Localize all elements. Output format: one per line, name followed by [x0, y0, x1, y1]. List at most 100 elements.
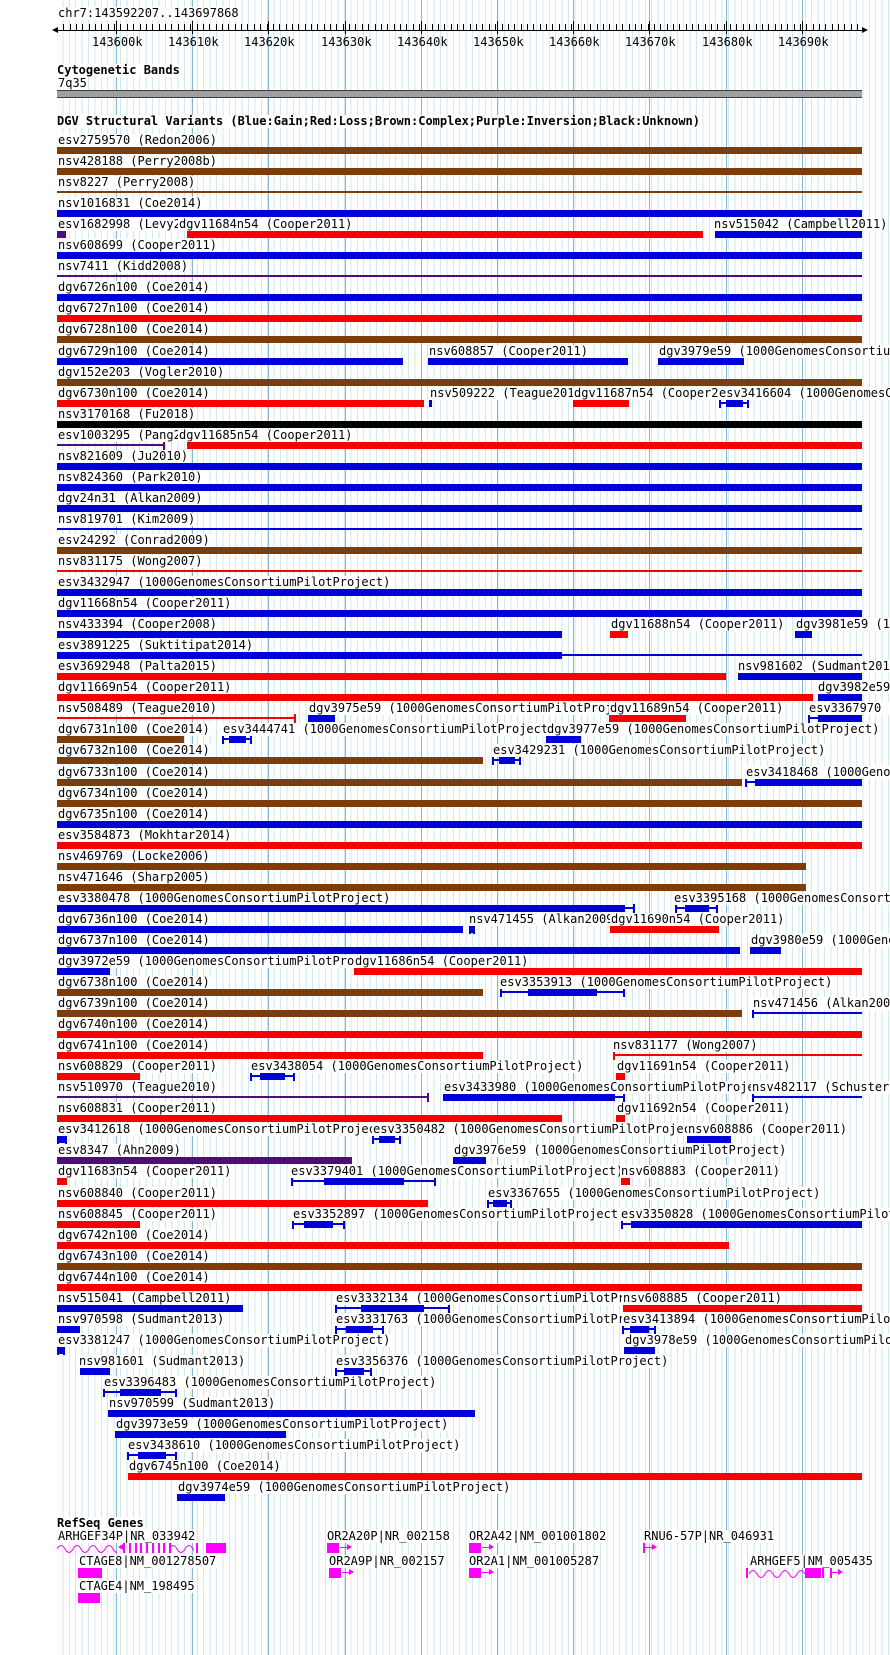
- variant-bar[interactable]: [621, 1178, 630, 1185]
- variant-bar[interactable]: [616, 1073, 625, 1080]
- variant-bar[interactable]: [57, 694, 813, 701]
- variant-bar[interactable]: [57, 1326, 80, 1333]
- variant-bar[interactable]: [57, 252, 862, 259]
- variant-bar[interactable]: [57, 484, 862, 491]
- variant-bar[interactable]: [379, 1136, 395, 1143]
- gene-exon-tick[interactable]: [123, 1543, 125, 1553]
- variant-bar[interactable]: [471, 926, 474, 933]
- gene-exon-tick[interactable]: [146, 1543, 148, 1553]
- variant-bar[interactable]: [610, 926, 719, 933]
- variant-bar[interactable]: [57, 168, 862, 175]
- variant-bar[interactable]: [57, 779, 742, 786]
- variant-bar[interactable]: [138, 1452, 166, 1459]
- variant-bar[interactable]: [57, 1221, 140, 1228]
- gene-exon-tick[interactable]: [196, 1543, 198, 1553]
- variant-bar[interactable]: [57, 673, 726, 680]
- variant-bar[interactable]: [115, 1431, 286, 1438]
- gene-exon-box[interactable]: [329, 1568, 341, 1578]
- variant-line[interactable]: [57, 528, 862, 530]
- variant-line[interactable]: [752, 1096, 862, 1098]
- variant-bar[interactable]: [57, 1305, 243, 1312]
- gene-exon-tick[interactable]: [129, 1543, 131, 1553]
- variant-line[interactable]: [615, 1096, 625, 1098]
- variant-bar[interactable]: [260, 1073, 285, 1080]
- variant-bar[interactable]: [443, 1094, 615, 1101]
- variant-bar[interactable]: [128, 1473, 862, 1480]
- variant-bar[interactable]: [344, 1368, 364, 1375]
- variant-bar[interactable]: [187, 231, 703, 238]
- variant-bar[interactable]: [795, 631, 812, 638]
- variant-line[interactable]: [57, 1096, 429, 1098]
- variant-bar[interactable]: [57, 400, 424, 407]
- variant-bar[interactable]: [57, 842, 862, 849]
- variant-line[interactable]: [752, 1012, 862, 1014]
- gene-exon-box[interactable]: [207, 1543, 226, 1553]
- variant-bar[interactable]: [57, 905, 625, 912]
- variant-bar[interactable]: [630, 1326, 649, 1333]
- gene-exon-box[interactable]: [78, 1568, 102, 1578]
- variant-bar[interactable]: [428, 358, 628, 365]
- variant-bar[interactable]: [493, 1200, 507, 1207]
- variant-bar[interactable]: [57, 1263, 862, 1270]
- variant-bar[interactable]: [57, 821, 862, 828]
- variant-bar[interactable]: [818, 715, 862, 722]
- variant-bar[interactable]: [57, 1200, 428, 1207]
- variant-bar[interactable]: [80, 1368, 110, 1375]
- variant-bar[interactable]: [108, 1410, 475, 1417]
- variant-bar[interactable]: [57, 463, 862, 470]
- variant-bar[interactable]: [658, 358, 744, 365]
- variant-bar[interactable]: [818, 694, 862, 701]
- variant-bar[interactable]: [57, 1052, 483, 1059]
- variant-bar[interactable]: [623, 1305, 862, 1312]
- variant-bar[interactable]: [361, 1305, 424, 1312]
- variant-bar[interactable]: [57, 358, 403, 365]
- gene-exon-tick[interactable]: [135, 1543, 137, 1553]
- variant-line[interactable]: [57, 570, 862, 572]
- variant-bar[interactable]: [354, 968, 862, 975]
- variant-line[interactable]: [808, 717, 818, 719]
- variant-bar[interactable]: [715, 231, 862, 238]
- gene-exon-box[interactable]: [327, 1543, 339, 1553]
- variant-bar[interactable]: [57, 1242, 729, 1249]
- variant-bar[interactable]: [57, 968, 110, 975]
- variant-bar[interactable]: [429, 400, 432, 407]
- variant-bar[interactable]: [57, 547, 862, 554]
- variant-bar[interactable]: [57, 1284, 862, 1291]
- variant-bar[interactable]: [57, 315, 862, 322]
- variant-bar[interactable]: [324, 1178, 404, 1185]
- variant-bar[interactable]: [750, 947, 781, 954]
- variant-bar[interactable]: [57, 1010, 742, 1017]
- variant-line[interactable]: [613, 1054, 862, 1056]
- variant-line[interactable]: [621, 1223, 631, 1225]
- variant-bar[interactable]: [57, 1178, 67, 1185]
- variant-bar[interactable]: [453, 1157, 486, 1164]
- variant-bar[interactable]: [57, 652, 562, 659]
- variant-bar[interactable]: [609, 715, 686, 722]
- gene-exon-tick[interactable]: [158, 1543, 160, 1553]
- gene-exon-tick[interactable]: [822, 1568, 824, 1578]
- variant-bar[interactable]: [57, 147, 862, 154]
- variant-line[interactable]: [57, 275, 862, 277]
- variant-line[interactable]: [57, 717, 296, 719]
- variant-bar[interactable]: [57, 989, 483, 996]
- gene-exon-box[interactable]: [805, 1568, 821, 1578]
- variant-bar[interactable]: [57, 231, 66, 238]
- variant-bar[interactable]: [528, 989, 597, 996]
- variant-line[interactable]: [562, 654, 862, 656]
- variant-bar[interactable]: [57, 884, 806, 891]
- variant-bar[interactable]: [120, 1389, 161, 1396]
- variant-bar[interactable]: [57, 294, 862, 301]
- variant-bar[interactable]: [57, 800, 862, 807]
- variant-bar[interactable]: [57, 1115, 562, 1122]
- variant-bar[interactable]: [57, 336, 862, 343]
- variant-bar[interactable]: [57, 947, 740, 954]
- variant-bar[interactable]: [57, 610, 862, 617]
- variant-bar[interactable]: [304, 1221, 333, 1228]
- variant-line[interactable]: [57, 191, 862, 193]
- variant-bar[interactable]: [57, 589, 862, 596]
- variant-bar[interactable]: [57, 1073, 140, 1080]
- variant-bar[interactable]: [59, 1347, 63, 1354]
- variant-bar[interactable]: [573, 400, 629, 407]
- variant-bar[interactable]: [187, 442, 862, 449]
- variant-bar[interactable]: [738, 673, 862, 680]
